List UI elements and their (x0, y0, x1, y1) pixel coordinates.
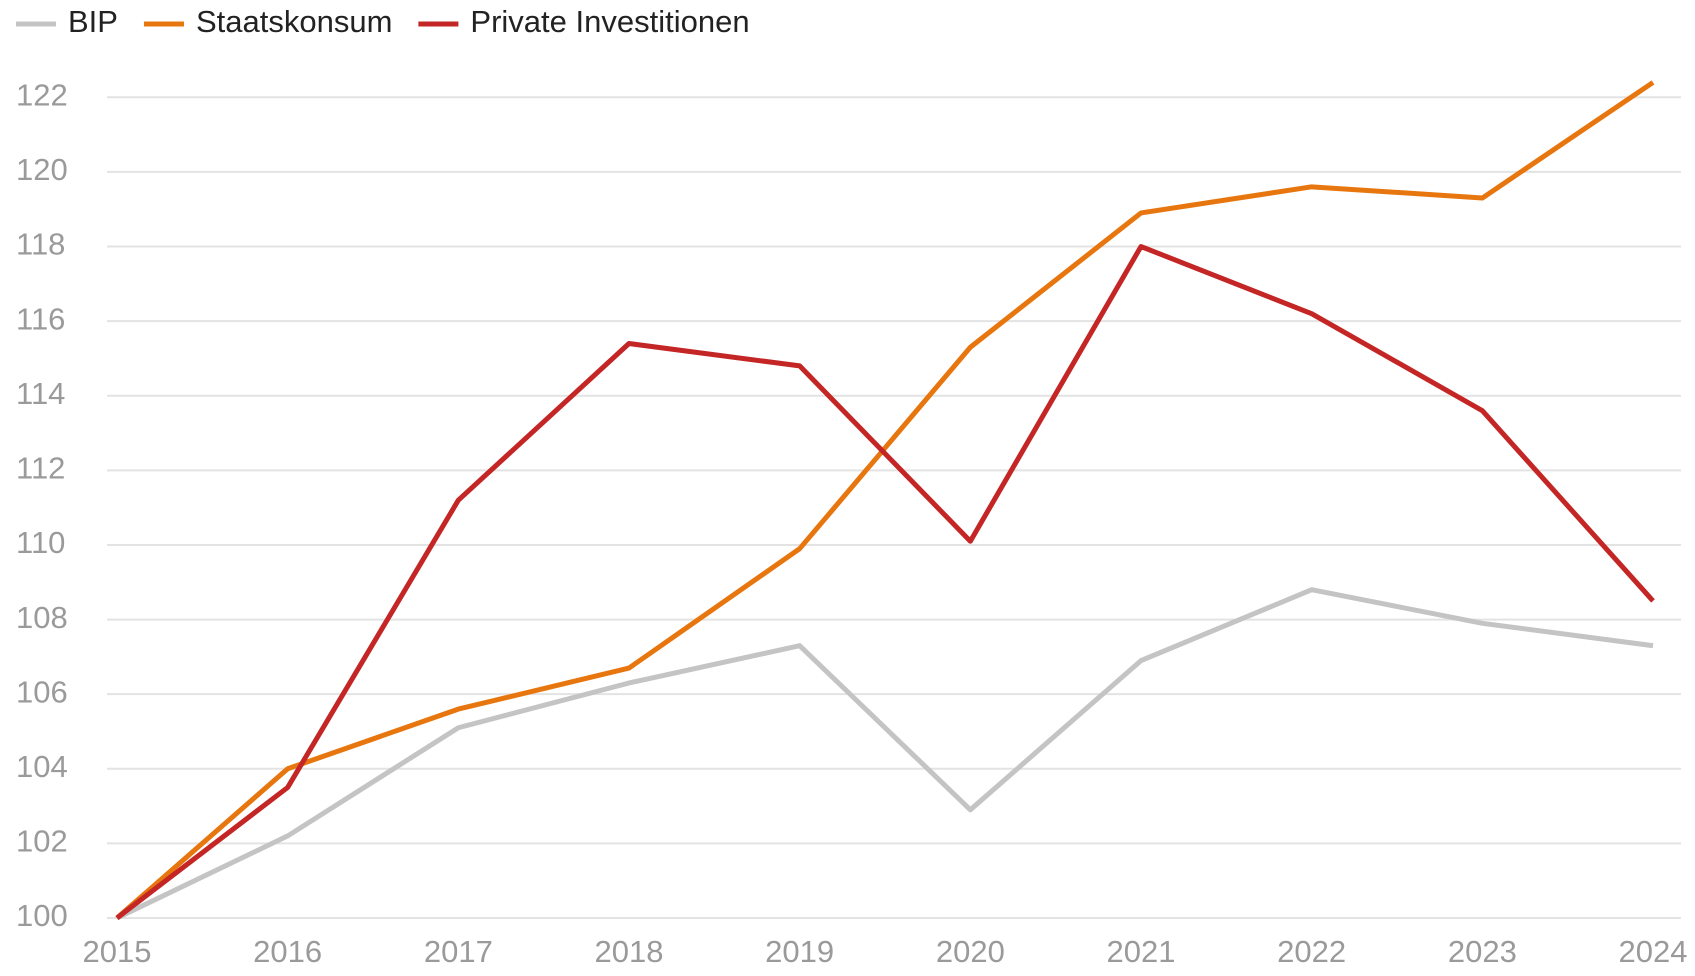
x-tick-label: 2017 (424, 934, 493, 969)
series-line (115, 587, 1654, 921)
y-tick-label: 110 (16, 525, 65, 560)
series-line (115, 80, 1655, 920)
x-tick-label: 2019 (765, 934, 834, 969)
x-tick-label: 2023 (1448, 934, 1517, 969)
y-tick-label: 118 (16, 227, 65, 262)
x-tick-label: 2016 (253, 934, 322, 969)
y-tick-label: 100 (16, 898, 68, 933)
y-tick-label: 120 (16, 152, 68, 187)
x-tick-label: 2022 (1277, 934, 1346, 969)
y-tick-label: 104 (16, 749, 68, 784)
legend-label: Staatskonsum (196, 4, 392, 39)
y-tick-label: 106 (16, 674, 68, 709)
y-tick-label: 114 (16, 376, 65, 411)
x-tick-label: 2024 (1619, 934, 1688, 969)
y-tick-label: 122 (16, 77, 68, 112)
y-tick-label: 112 (16, 451, 65, 486)
legend-label: Private Investitionen (470, 4, 749, 39)
series-line (115, 244, 1655, 920)
x-tick-label: 2015 (83, 934, 152, 969)
legend-label: BIP (68, 4, 118, 39)
x-tick-label: 2020 (936, 934, 1005, 969)
y-tick-label: 108 (16, 600, 68, 635)
x-tick-label: 2021 (1107, 934, 1176, 969)
x-tick-label: 2018 (595, 934, 664, 969)
y-tick-label: 102 (16, 824, 68, 859)
y-tick-label: 116 (16, 301, 65, 336)
